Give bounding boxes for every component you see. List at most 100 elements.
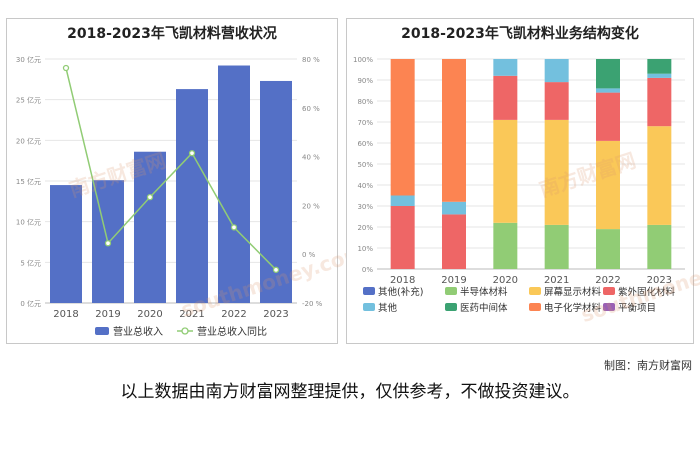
stack-segment — [544, 82, 569, 120]
x-tick-label: 2021 — [544, 275, 569, 286]
y2-tick-label: 20 % — [302, 202, 320, 210]
y-tick-label: 10 亿元 — [16, 218, 41, 227]
revenue-bar — [260, 80, 292, 304]
revenue-bar — [176, 89, 208, 304]
stack-segment — [493, 75, 518, 120]
stack-segment — [390, 206, 415, 269]
stack-segment — [544, 224, 569, 269]
legend-label: 其他 — [378, 302, 398, 314]
stack-segment — [596, 88, 620, 93]
y-tick-label: 0 亿元 — [20, 299, 41, 308]
stack-segment — [493, 222, 518, 269]
stack-segment — [647, 224, 672, 269]
legend-label-revenue: 营业总收入 — [113, 325, 163, 338]
x-tick-label: 2020 — [493, 275, 518, 286]
y2-tick-label: 0 % — [302, 251, 316, 259]
x-tick-label: 2019 — [95, 309, 120, 320]
stack-segment — [647, 77, 672, 127]
y-tick-label: 20% — [357, 224, 373, 232]
y-tick-label: 90% — [357, 77, 373, 85]
yoy-point — [104, 240, 112, 247]
stack-segment — [647, 73, 672, 78]
y-tick-label: 5 亿元 — [20, 258, 41, 267]
legend-label: 半导体材料 — [460, 286, 508, 298]
stack-segment — [390, 59, 415, 196]
structure-chart-title: 2018-2023年飞凯材料业务结构变化 — [401, 26, 639, 42]
legend-label-yoy: 营业总收入同比 — [197, 325, 267, 338]
x-tick-label: 2022 — [595, 275, 620, 286]
legend-swatch — [603, 303, 615, 311]
y-tick-label: 15 亿元 — [16, 177, 41, 186]
stack-segment — [390, 195, 415, 206]
legend-swatch — [363, 303, 375, 311]
y-tick-label: 30% — [357, 203, 373, 211]
x-tick-label: 2021 — [179, 309, 204, 320]
stack-segment — [544, 59, 569, 83]
x-tick-label: 2022 — [221, 309, 246, 320]
legend-label: 平衡项目 — [618, 302, 656, 314]
y-tick-label: 40% — [357, 182, 373, 190]
legend-label: 电子化学材料 — [544, 302, 602, 314]
x-tick-label: 2020 — [137, 309, 162, 320]
stack-segment — [544, 119, 569, 225]
y2-tick-label: 60 % — [302, 105, 320, 113]
stack-segment — [596, 59, 620, 89]
legend-swatch — [603, 287, 615, 295]
y-tick-label: 30 亿元 — [16, 55, 41, 64]
yoy-point — [62, 64, 70, 72]
y-tick-label: 20 亿元 — [16, 136, 41, 145]
stack-segment — [442, 214, 466, 269]
y-tick-label: 25 亿元 — [16, 96, 41, 105]
stack-segment — [647, 59, 672, 74]
revenue-bar — [218, 65, 250, 303]
legend-swatch — [529, 303, 541, 311]
legend-swatch — [445, 287, 457, 295]
legend-swatch — [529, 287, 541, 295]
legend-label: 屏幕显示材料 — [544, 286, 602, 298]
legend-swatch — [445, 303, 457, 311]
yoy-line — [65, 67, 277, 271]
y-tick-label: 10% — [357, 245, 373, 253]
y2-tick-label: 80 % — [302, 56, 320, 64]
legend-swatch-revenue — [95, 327, 109, 335]
stack-segment — [442, 201, 466, 215]
legend-swatch — [363, 287, 375, 295]
y-tick-label: 100% — [353, 56, 373, 64]
chart-credit: 制图：南方财富网 — [604, 359, 692, 372]
stack-segment — [596, 140, 620, 230]
revenue-chart: 0 亿元 5 亿元 10 亿元 15 亿元 20 亿元 25 亿元 30 亿元 -20 % 0 … — [16, 55, 323, 338]
stack-segment — [493, 119, 518, 223]
y-tick-label: 70% — [357, 119, 373, 127]
yoy-point — [272, 266, 280, 273]
y-tick-label: 80% — [357, 98, 373, 106]
stack-segment — [442, 59, 466, 202]
x-tick-label: 2019 — [441, 275, 466, 286]
stack-segment — [596, 229, 620, 269]
disclaimer-text: 以上数据由南方财富网整理提供，仅供参考，不做投资建议。 — [120, 382, 580, 402]
yoy-point — [230, 224, 238, 231]
x-tick-label: 2023 — [263, 309, 288, 320]
y2-tick-label: 40 % — [302, 154, 320, 162]
yoy-point — [188, 150, 196, 157]
revenue-chart-title: 2018-2023年飞凯材料营收状况 — [67, 26, 277, 42]
revenue-bar — [50, 185, 82, 303]
stack-segment — [596, 92, 620, 141]
x-tick-label: 2023 — [647, 275, 672, 286]
y-tick-label: 0% — [362, 266, 373, 274]
legend-label: 其他(补充) — [378, 286, 423, 298]
yoy-point — [146, 193, 154, 201]
revenue-bar — [134, 151, 166, 303]
stack-segment — [493, 59, 518, 76]
legend-label: 医药中间体 — [460, 302, 508, 314]
legend-label: 紫外固化材料 — [618, 286, 676, 298]
revenue-chart-panel: 2018-2023年飞凯材料营收状况 0 亿元 5 亿元 10 亿元 15 亿元 20 … — [6, 18, 367, 344]
structure-chart: 0% 10% 20% 30% 40% 50% 60% 70% 80% 90% 100% 2018 201… — [353, 56, 685, 314]
stack-segment — [647, 126, 672, 225]
x-tick-label: 2018 — [390, 275, 415, 286]
y-tick-label: 60% — [357, 140, 373, 148]
y2-tick-label: -20 % — [302, 300, 323, 308]
structure-chart-panel: 2018-2023年飞凯材料业务结构变化 0% 10% 20% 30% 40% 50% 60… — [346, 18, 700, 344]
x-tick-label: 2018 — [53, 309, 78, 320]
y-tick-label: 50% — [357, 161, 373, 169]
legend-swatch-yoy-marker — [181, 327, 189, 335]
